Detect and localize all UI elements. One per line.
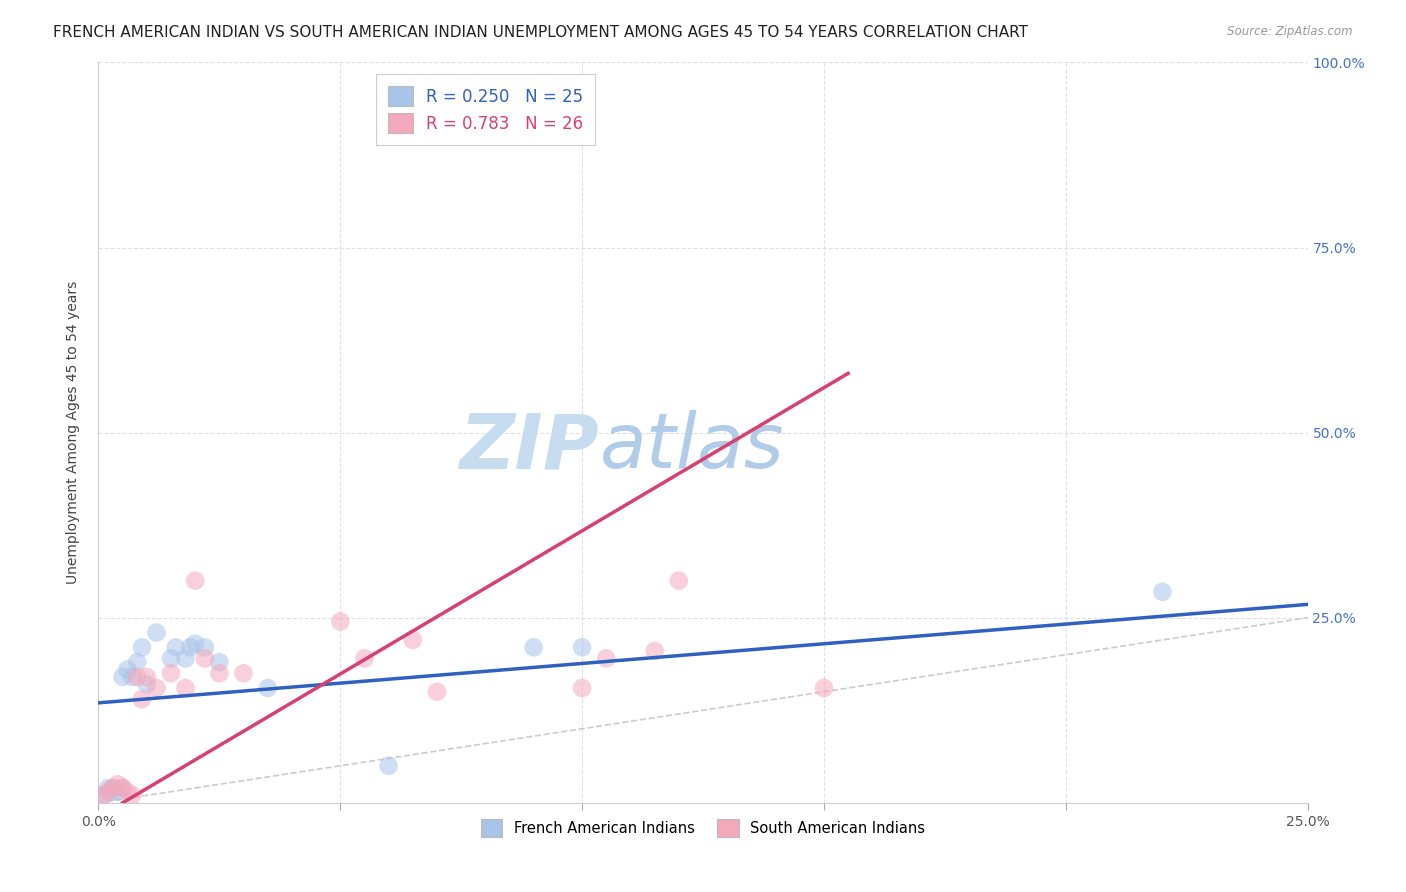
Point — [111, 780, 134, 795]
Point — [101, 780, 124, 795]
Point — [595, 651, 617, 665]
Text: FRENCH AMERICAN INDIAN VS SOUTH AMERICAN INDIAN UNEMPLOYMENT AMONG AGES 45 TO 54: FRENCH AMERICAN INDIAN VS SOUTH AMERICAN… — [53, 25, 1028, 40]
Point — [107, 785, 129, 799]
Point — [145, 681, 167, 695]
Text: ZIP: ZIP — [461, 410, 600, 484]
Point — [184, 574, 207, 588]
Point — [523, 640, 546, 655]
Point — [97, 780, 120, 795]
Point — [402, 632, 425, 647]
Point — [353, 651, 375, 665]
Point — [101, 780, 124, 795]
Point — [131, 640, 153, 655]
Point — [145, 625, 167, 640]
Point — [111, 670, 134, 684]
Point — [208, 655, 231, 669]
Point — [232, 666, 254, 681]
Text: atlas: atlas — [600, 410, 785, 484]
Point — [121, 670, 143, 684]
Point — [184, 637, 207, 651]
Point — [91, 789, 114, 803]
Point — [426, 685, 449, 699]
Legend: French American Indians, South American Indians: French American Indians, South American … — [471, 809, 935, 847]
Point — [135, 670, 157, 684]
Point — [97, 785, 120, 799]
Point — [135, 677, 157, 691]
Y-axis label: Unemployment Among Ages 45 to 54 years: Unemployment Among Ages 45 to 54 years — [66, 281, 80, 584]
Text: Source: ZipAtlas.com: Source: ZipAtlas.com — [1227, 25, 1353, 38]
Point — [127, 670, 149, 684]
Point — [117, 785, 139, 799]
Point — [160, 666, 183, 681]
Point — [91, 789, 114, 803]
Point — [174, 651, 197, 665]
Point — [571, 640, 593, 655]
Point — [101, 785, 124, 799]
Point — [644, 644, 666, 658]
Point — [121, 789, 143, 803]
Point — [131, 692, 153, 706]
Point — [107, 777, 129, 791]
Point — [256, 681, 278, 695]
Point — [111, 780, 134, 795]
Point — [208, 666, 231, 681]
Point — [127, 655, 149, 669]
Point — [668, 574, 690, 588]
Point — [377, 758, 399, 772]
Point — [329, 615, 352, 629]
Point — [813, 681, 835, 695]
Point — [165, 640, 187, 655]
Point — [1152, 584, 1174, 599]
Point — [179, 640, 201, 655]
Point — [160, 651, 183, 665]
Point — [194, 651, 217, 665]
Point — [174, 681, 197, 695]
Point — [571, 681, 593, 695]
Point — [194, 640, 217, 655]
Point — [117, 663, 139, 677]
